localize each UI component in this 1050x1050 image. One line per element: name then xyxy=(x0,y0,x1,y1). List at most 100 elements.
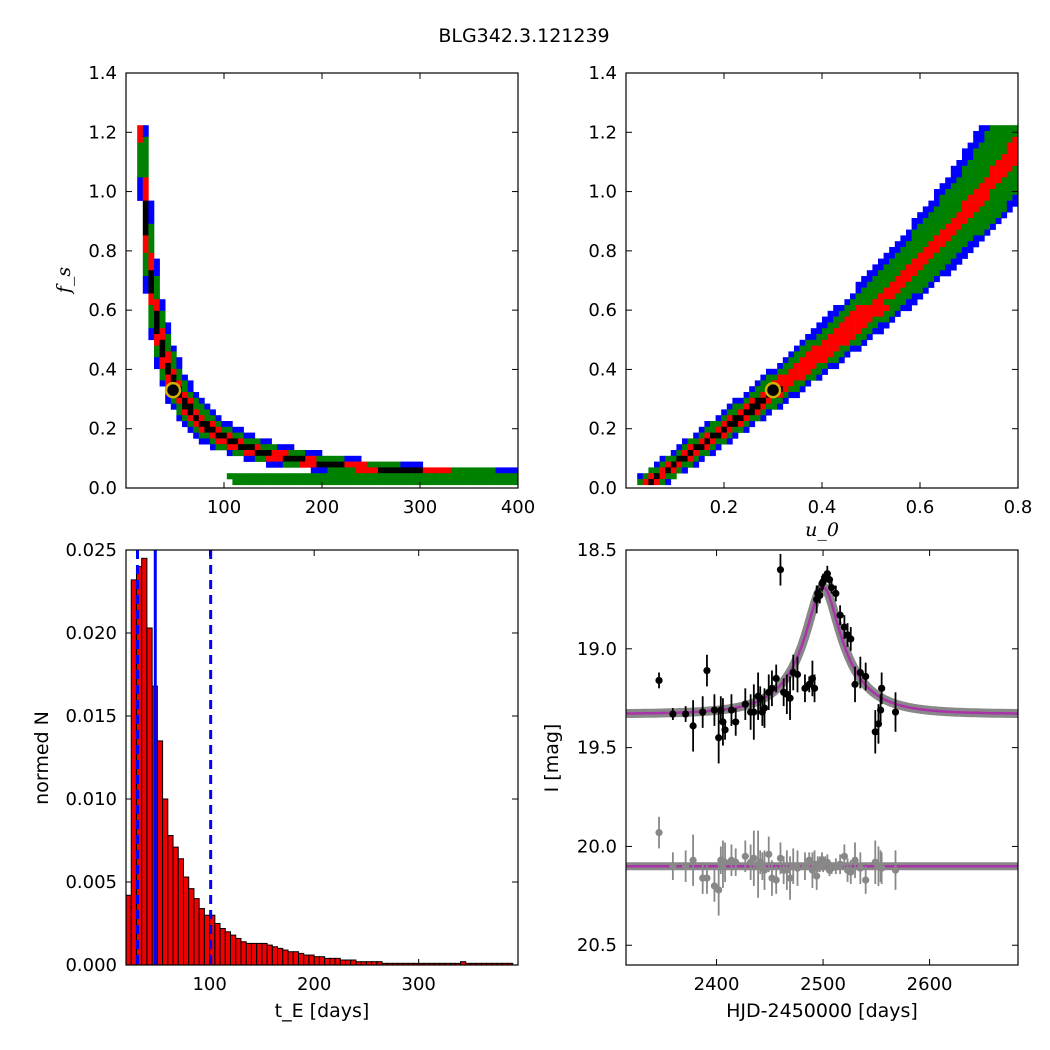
posterior-cell xyxy=(1012,131,1019,138)
posterior-cell xyxy=(512,479,519,486)
posterior-cell xyxy=(338,467,345,474)
posterior-cell xyxy=(850,310,856,317)
posterior-cell xyxy=(676,461,683,468)
posterior-cell xyxy=(967,177,974,184)
posterior-cell xyxy=(462,467,468,474)
posterior-cell xyxy=(738,409,744,416)
posterior-cell xyxy=(917,276,924,283)
posterior-cell xyxy=(665,479,672,486)
histogram-bar xyxy=(339,959,347,966)
posterior-cell xyxy=(883,264,890,271)
posterior-cell xyxy=(889,310,896,317)
posterior-cell xyxy=(850,328,856,335)
y-tick-label: 0.020 xyxy=(65,623,117,644)
posterior-cell xyxy=(198,409,205,416)
posterior-cell xyxy=(478,473,485,480)
posterior-cell xyxy=(704,432,711,439)
residual-point xyxy=(741,852,749,860)
posterior-cell xyxy=(973,218,980,225)
posterior-cell xyxy=(254,438,261,445)
posterior-cell xyxy=(659,479,666,486)
posterior-cell xyxy=(682,444,688,451)
posterior-cell xyxy=(226,421,233,428)
posterior-cell xyxy=(726,438,733,445)
posterior-cell xyxy=(142,142,149,149)
posterior-cell xyxy=(967,165,974,172)
posterior-cell xyxy=(990,131,996,138)
y-tick-label: 20.5 xyxy=(577,935,617,956)
posterior-cell xyxy=(187,386,194,393)
posterior-cell xyxy=(159,339,166,346)
posterior-cell xyxy=(978,223,985,230)
histogram-bar xyxy=(277,947,284,966)
plot-frame xyxy=(625,549,1019,966)
posterior-cell xyxy=(838,316,845,323)
posterior-cell xyxy=(995,183,1002,190)
posterior-cell xyxy=(428,467,435,474)
posterior-cell xyxy=(243,479,250,486)
posterior-cell xyxy=(950,189,957,196)
posterior-cell xyxy=(883,287,890,294)
posterior-cell xyxy=(288,479,295,486)
posterior-cell xyxy=(889,247,896,254)
posterior-cell xyxy=(142,206,149,213)
posterior-cell xyxy=(861,276,868,283)
posterior-cell xyxy=(159,380,166,387)
posterior-cell xyxy=(838,310,845,317)
histogram-bar xyxy=(230,934,237,966)
posterior-cell xyxy=(855,287,862,294)
plot-frame xyxy=(625,72,1019,489)
posterior-cell xyxy=(715,444,722,451)
y-tick-label: 1.4 xyxy=(588,63,617,84)
posterior-cell xyxy=(1006,165,1013,172)
histogram-bar xyxy=(167,835,174,966)
posterior-cell xyxy=(743,403,750,410)
posterior-cell xyxy=(760,380,767,387)
posterior-cell xyxy=(394,461,401,468)
posterior-cell xyxy=(350,467,356,474)
posterior-cell xyxy=(822,345,828,352)
posterior-cell xyxy=(249,438,256,445)
posterior-cell xyxy=(805,363,812,370)
posterior-cell xyxy=(978,154,985,161)
posterior-cell xyxy=(906,276,912,283)
posterior-cell xyxy=(794,363,800,370)
posterior-cell xyxy=(215,426,222,433)
data-point xyxy=(832,589,840,598)
posterior-cell xyxy=(142,235,149,242)
posterior-cell xyxy=(137,142,144,149)
posterior-cell xyxy=(816,328,823,335)
posterior-cell xyxy=(428,479,435,486)
residual-point xyxy=(732,858,740,866)
histogram-bar xyxy=(256,942,263,966)
residual-point xyxy=(840,852,848,860)
posterior-cell xyxy=(956,171,963,178)
histogram-bar xyxy=(313,956,320,966)
posterior-cell xyxy=(142,287,149,294)
posterior-cell xyxy=(945,206,952,213)
posterior-cell xyxy=(417,467,424,474)
posterior-cell xyxy=(512,467,519,474)
posterior-cell xyxy=(889,287,896,294)
posterior-cell xyxy=(137,194,144,201)
posterior-cell xyxy=(687,444,694,451)
posterior-cell xyxy=(866,305,873,312)
posterior-cell xyxy=(754,409,761,416)
posterior-cell xyxy=(816,374,823,381)
posterior-cell xyxy=(861,334,868,341)
posterior-cell xyxy=(344,455,351,462)
posterior-cell xyxy=(967,229,974,236)
posterior-cell xyxy=(350,461,356,468)
posterior-cell xyxy=(973,194,980,201)
posterior-cell xyxy=(305,479,312,486)
posterior-cell xyxy=(299,455,306,462)
posterior-cell xyxy=(984,160,991,167)
posterior-cell xyxy=(142,258,149,265)
posterior-cell xyxy=(900,247,907,254)
posterior-cell xyxy=(861,299,868,306)
posterior-cell xyxy=(726,426,733,433)
posterior-cell xyxy=(282,450,289,457)
posterior-cell xyxy=(995,160,1002,167)
data-point xyxy=(847,635,855,643)
